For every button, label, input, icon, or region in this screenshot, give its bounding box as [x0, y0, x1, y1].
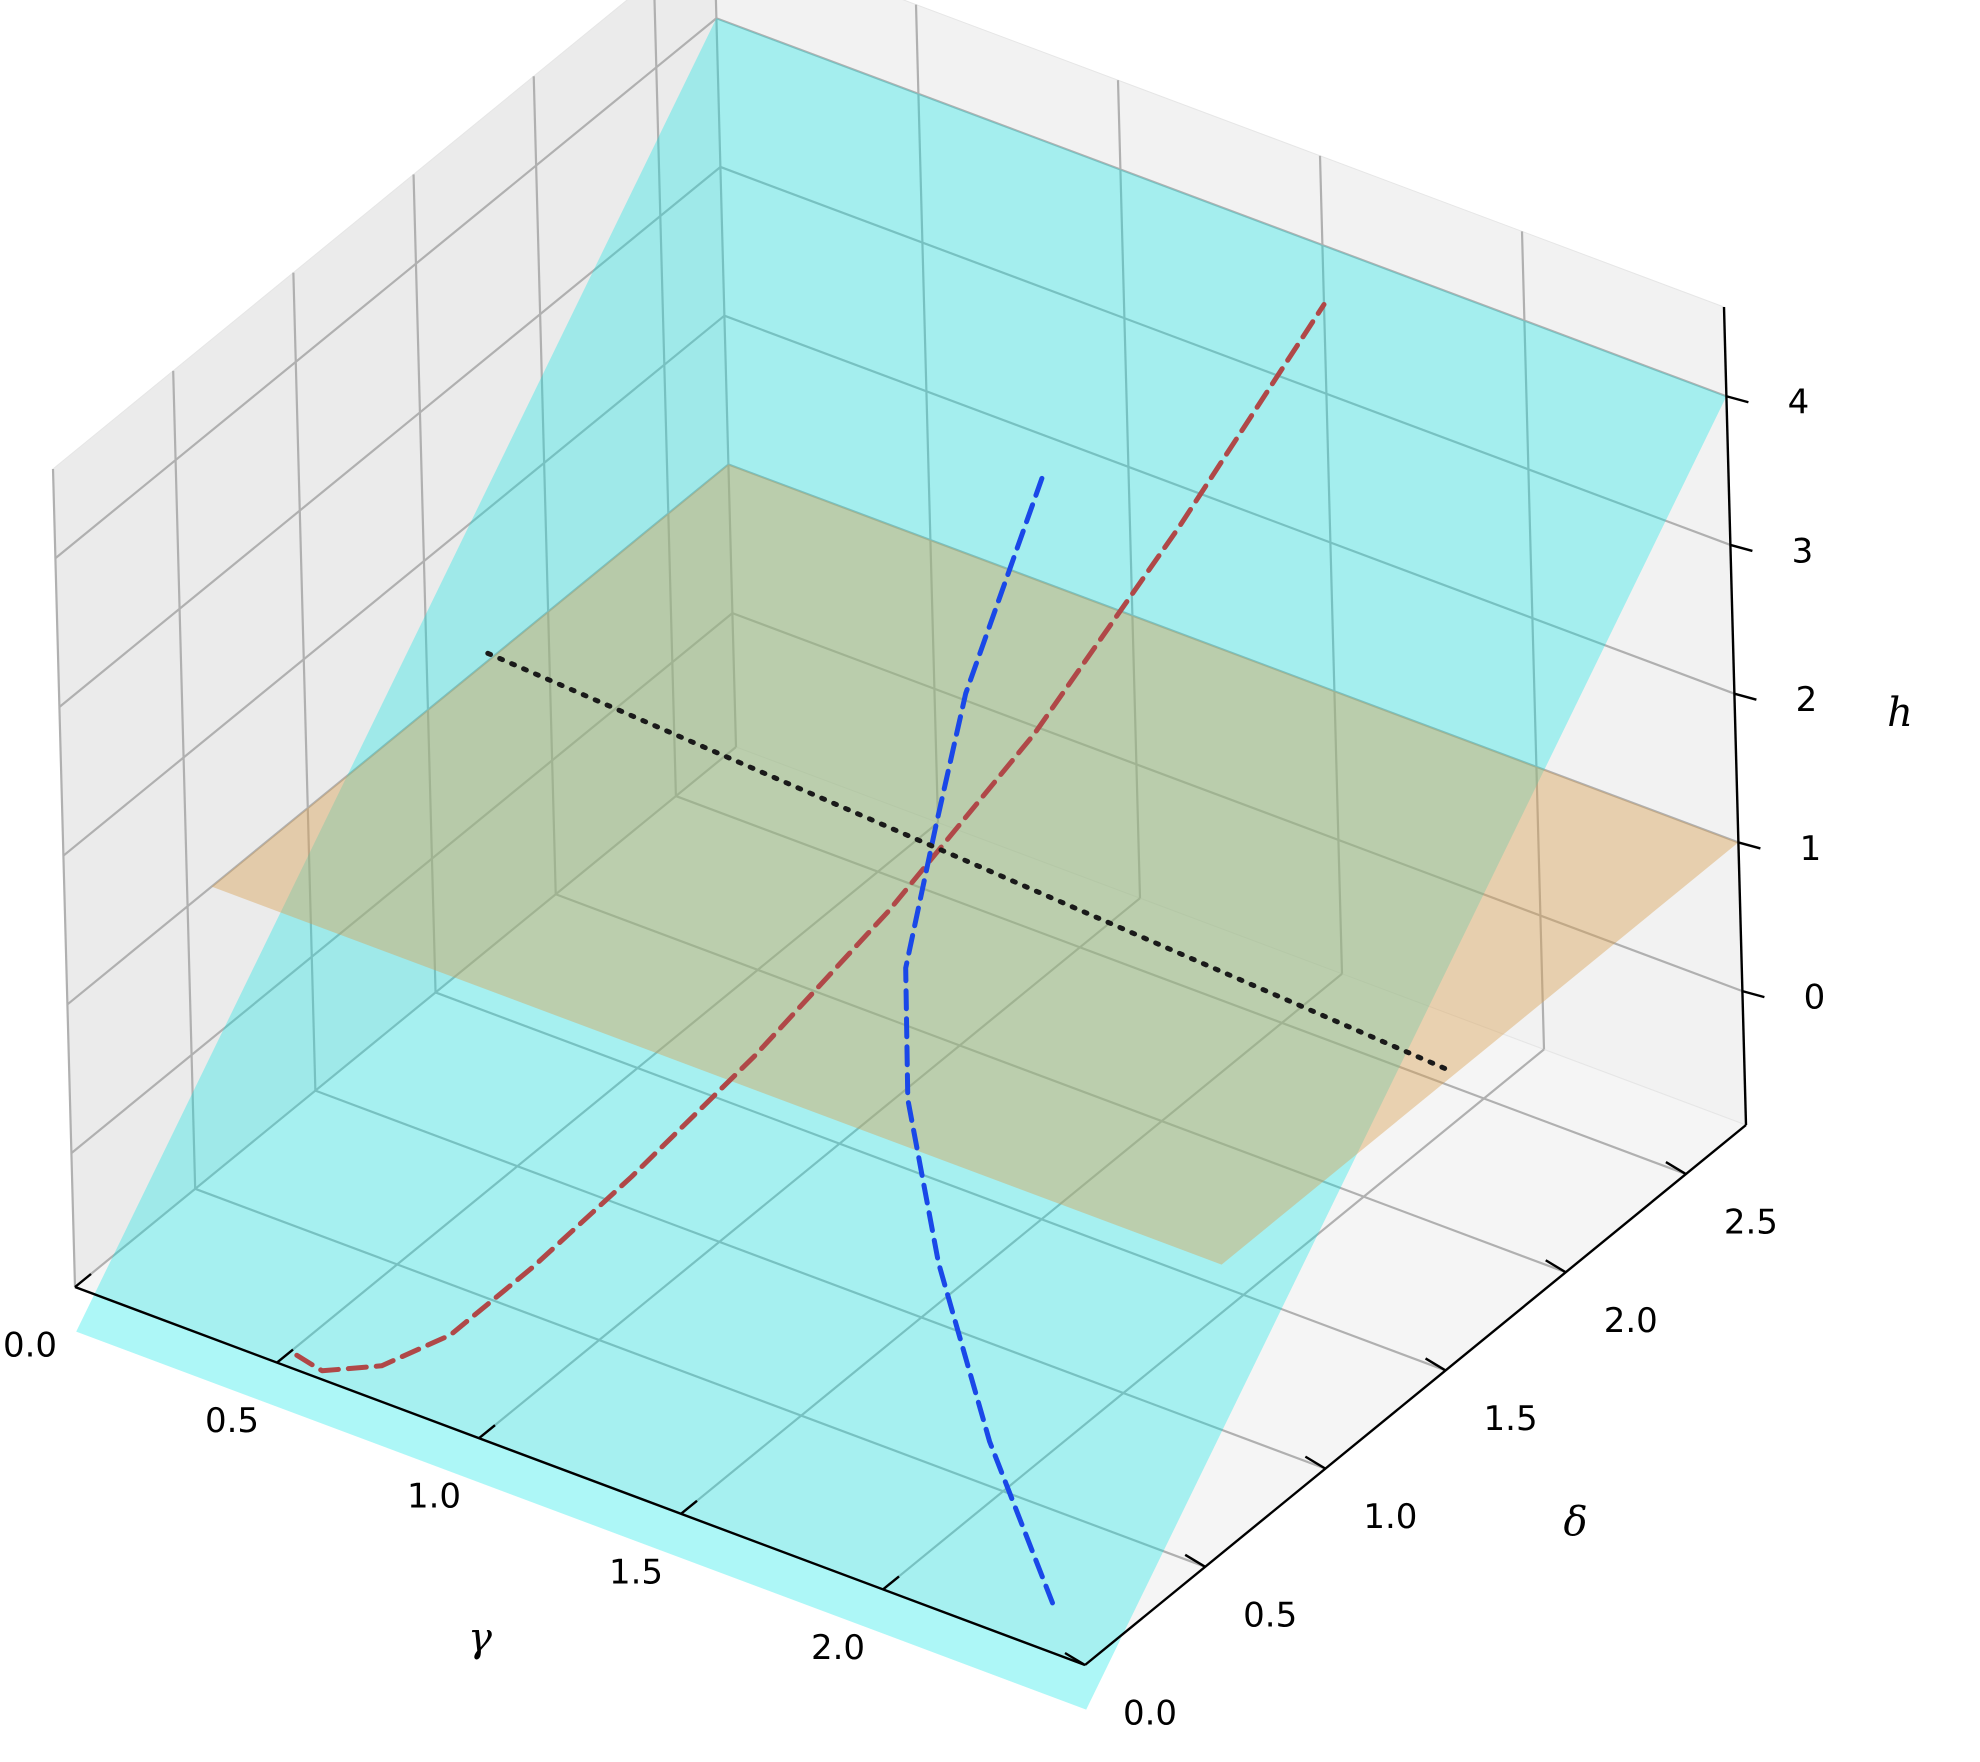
- surface-tilted-plane: [76, 18, 1727, 1710]
- grid-h-wall-right: [54, 17, 718, 560]
- gamma-axis-line: [74, 1285, 1086, 1667]
- delta-tick: [1665, 1161, 1687, 1176]
- gamma-tick: [478, 1424, 496, 1440]
- grid-gamma-wall: [1318, 155, 1344, 974]
- gamma-tick-label: 1.5: [609, 1552, 663, 1592]
- grid-delta-wall: [653, 0, 678, 797]
- grid-delta-floor: [194, 1187, 1206, 1568]
- grid-delta-wall: [532, 76, 557, 895]
- delta-tick-label: 1.5: [1484, 1399, 1538, 1439]
- grid-gamma-floor: [74, 746, 737, 1288]
- grid-delta-floor: [675, 795, 1687, 1176]
- delta-tick-label: 2.0: [1604, 1301, 1658, 1341]
- gamma-tick-label: 2.0: [811, 1628, 865, 1668]
- grid-h-wall-right: [62, 314, 726, 857]
- h-tick-label: 2: [1796, 680, 1818, 720]
- grid-gamma-wall: [1116, 80, 1142, 899]
- h-axis-line: [1722, 306, 1748, 1126]
- delta-tick: [1064, 1651, 1086, 1667]
- grid-delta-wall: [292, 272, 317, 1091]
- grid-delta-wall: [172, 370, 197, 1189]
- grid-gamma-wall: [714, 0, 738, 748]
- delta-tick-label: 1.0: [1363, 1497, 1417, 1537]
- grid-h-wall-left: [716, 17, 1727, 398]
- delta-tick-label: 0.5: [1243, 1595, 1297, 1635]
- grid-h-wall-left: [732, 612, 1743, 993]
- curve-blue-dashed: [903, 473, 1055, 1606]
- curve-black-dotted: [485, 650, 1453, 1074]
- gamma-tick: [276, 1348, 294, 1364]
- grid-delta-floor: [435, 991, 1446, 1372]
- h-tick: [1730, 543, 1753, 553]
- grid-gamma-wall: [914, 4, 940, 823]
- delta-tick: [1184, 1553, 1206, 1568]
- gamma-tick: [74, 1273, 92, 1288]
- grid-gamma-floor: [882, 1048, 1545, 1591]
- grid-h-wall-right: [58, 166, 722, 708]
- delta-tick: [1424, 1357, 1447, 1372]
- gamma-tick: [680, 1499, 698, 1515]
- grid-gamma-floor: [680, 972, 1343, 1515]
- h-tick-label: 0: [1804, 978, 1826, 1018]
- delta-tick-label: 0.0: [1123, 1694, 1177, 1734]
- h-tick-label: 3: [1792, 531, 1814, 571]
- delta-tick: [1304, 1455, 1326, 1470]
- grid-h-wall-right: [70, 612, 734, 1154]
- grid-delta-wall: [51, 468, 77, 1288]
- delta-tick: [1545, 1259, 1567, 1274]
- curve-red-dashed: [294, 302, 1327, 1374]
- grid-gamma-wall: [1520, 231, 1546, 1050]
- delta-axis-line: [1084, 1124, 1747, 1666]
- gamma-tick-label: 1.0: [407, 1477, 461, 1517]
- gamma-axis-label: γ: [468, 1615, 492, 1661]
- h-axis-label: h: [1887, 690, 1913, 736]
- h-tick-label: 4: [1788, 383, 1810, 423]
- h-tick-label: 1: [1800, 829, 1822, 869]
- grid-h-wall-left: [724, 314, 1735, 695]
- axis-panes: [52, 0, 1747, 1666]
- gamma-tick: [882, 1575, 900, 1591]
- h-tick: [1726, 395, 1749, 404]
- grid-delta-floor: [314, 1089, 1326, 1470]
- h-tick: [1734, 692, 1757, 701]
- h-tick: [1742, 989, 1765, 999]
- h-tick: [1738, 841, 1761, 850]
- delta-tick-label: 2.5: [1724, 1203, 1778, 1243]
- grid-h-wall-left: [728, 463, 1739, 844]
- grid-delta-floor: [555, 893, 1567, 1274]
- tick-labels: 0.0 0.5 1.0 1.5 2.0 0.0 0.5 1.0 1.5 2.0 2.5 0 1 2 3 4: [3, 383, 1825, 1734]
- grid-gamma-floor: [276, 821, 939, 1364]
- curves: [294, 302, 1453, 1606]
- axis-lines: [74, 306, 1765, 1667]
- grid-gamma-floor: [478, 897, 1141, 1440]
- grid-delta-wall: [412, 174, 437, 993]
- gamma-tick-label: 0.5: [205, 1401, 259, 1441]
- delta-axis-label: δ: [1563, 1499, 1587, 1545]
- grid-h-wall-left: [720, 165, 1731, 546]
- gamma-tick-label: 0.0: [3, 1326, 57, 1366]
- grid-h-wall-right: [66, 463, 730, 1006]
